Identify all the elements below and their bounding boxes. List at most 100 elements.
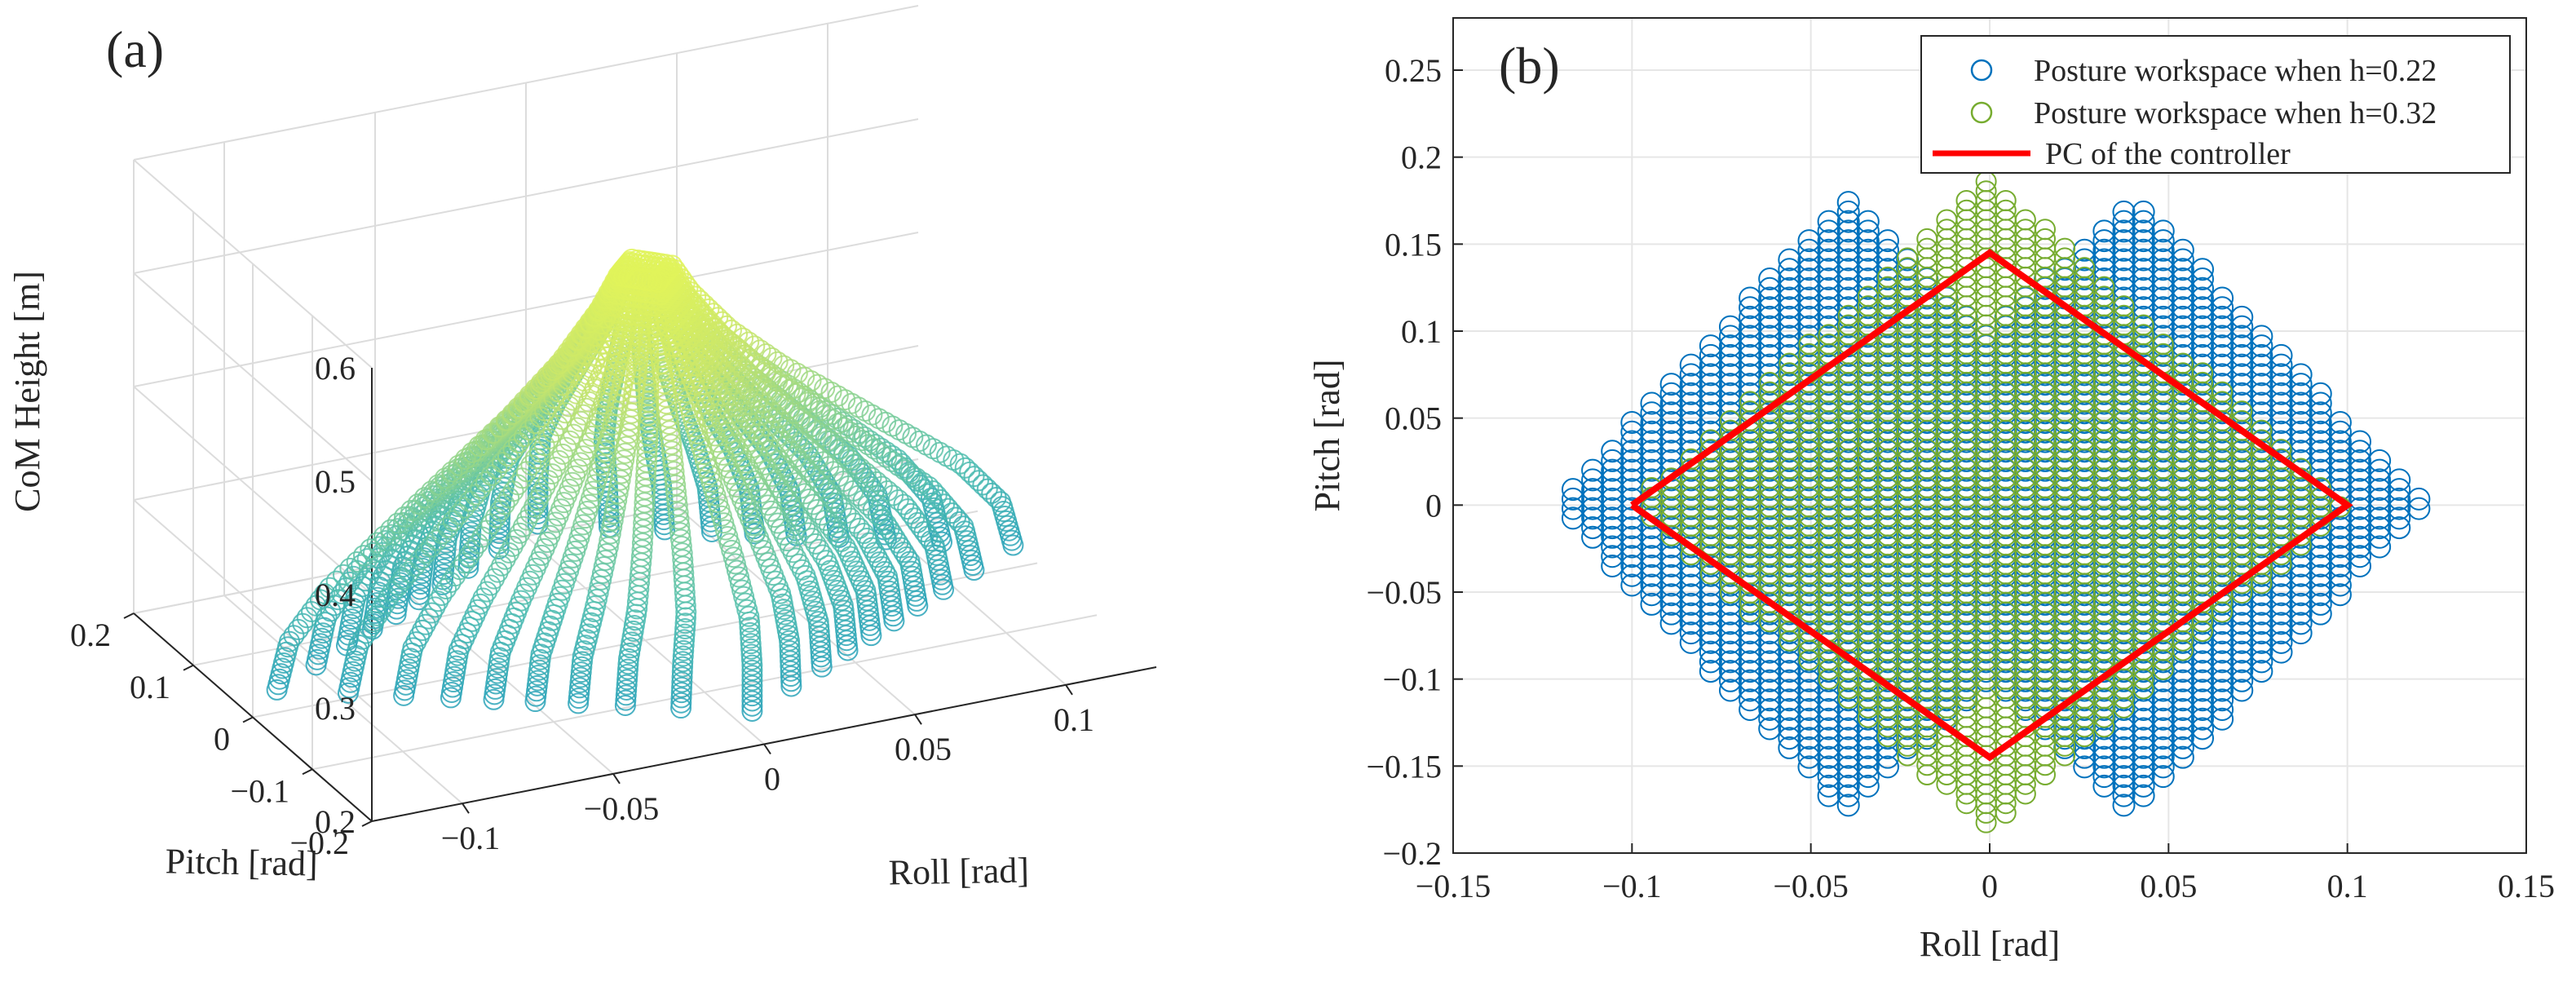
- point-h022: [1679, 573, 1703, 597]
- point-h022: [2348, 506, 2372, 530]
- surface-point: [655, 386, 677, 408]
- surface-point: [750, 482, 772, 504]
- point-h022: [1797, 296, 1821, 320]
- surface-point: [659, 257, 681, 279]
- surface-point: [741, 674, 763, 696]
- point-h022: [2112, 248, 2136, 272]
- point-h022: [2151, 305, 2175, 329]
- point-h022: [2269, 391, 2293, 415]
- point-h022: [1601, 458, 1624, 482]
- point-h022: [1778, 669, 1801, 692]
- surface-point: [672, 645, 694, 667]
- point-h022: [2112, 219, 2136, 243]
- grid-wall-z-right: [133, 5, 919, 161]
- surface-point: [615, 684, 637, 706]
- point-h022: [2289, 382, 2313, 405]
- point-h022: [1640, 401, 1664, 425]
- point-h022: [1778, 248, 1801, 272]
- surface-point: [453, 497, 475, 519]
- surface-point: [672, 651, 694, 673]
- point-h022: [2191, 258, 2215, 281]
- point-h022: [1739, 669, 1762, 692]
- point-h022: [1836, 229, 1860, 253]
- point-h022: [2250, 325, 2273, 348]
- surface-point: [527, 513, 549, 535]
- point-h022: [2171, 717, 2194, 741]
- surface-point: [780, 494, 802, 516]
- point-h022: [2132, 765, 2155, 789]
- point-h022: [1758, 698, 1782, 721]
- surface-point: [954, 457, 976, 479]
- surface-point: [839, 421, 861, 443]
- surface-point: [614, 694, 636, 716]
- surface-point: [912, 479, 935, 501]
- point-h022: [1699, 343, 1722, 367]
- surface-point: [789, 553, 811, 575]
- grid-wall-z-left: [133, 159, 373, 369]
- point-h022: [1659, 612, 1683, 635]
- point-h022: [1561, 478, 1584, 502]
- point-h022: [2171, 727, 2194, 750]
- point-h022: [1758, 669, 1782, 692]
- point-h022: [1797, 688, 1821, 712]
- point-h022: [1620, 525, 1644, 549]
- point-h022: [2112, 268, 2136, 290]
- point-h022: [1778, 258, 1801, 281]
- point-h022: [1758, 315, 1782, 338]
- surface-point: [655, 262, 677, 284]
- surface-point: [656, 260, 678, 282]
- surface-point: [488, 416, 510, 438]
- surface-point: [380, 519, 402, 541]
- point-h022: [1679, 420, 1703, 444]
- point-h022: [1836, 755, 1860, 779]
- point-h022: [2211, 305, 2234, 329]
- point-h022: [2112, 784, 2136, 807]
- point-h022: [1699, 353, 1722, 377]
- point-h022: [2151, 248, 2175, 272]
- surface-point: [427, 590, 449, 612]
- point-h022: [1699, 640, 1722, 664]
- point-h022: [2092, 219, 2116, 243]
- point-h022: [2171, 315, 2194, 338]
- point-h022: [1836, 210, 1860, 233]
- surface-point: [536, 365, 558, 387]
- point-h022: [1581, 525, 1605, 549]
- point-h022: [2132, 210, 2155, 233]
- point-h022: [2328, 525, 2352, 549]
- surface-point: [806, 499, 828, 521]
- point-h022: [2191, 268, 2215, 290]
- surface-point: [607, 265, 629, 287]
- surface-point: [468, 435, 490, 457]
- point-h022: [1758, 343, 1782, 367]
- surface-point: [912, 471, 934, 493]
- surface-point: [405, 631, 427, 653]
- point-h022: [1797, 698, 1821, 721]
- point-h022: [1640, 458, 1664, 482]
- surface-point: [798, 522, 820, 544]
- point-h022: [2151, 229, 2175, 253]
- surface-point: [352, 545, 374, 567]
- point-h022: [1856, 229, 1880, 253]
- point-h022: [2269, 583, 2293, 607]
- grid-wall-z-left: [133, 272, 373, 482]
- surface-point: [498, 542, 520, 564]
- surface-point: [616, 679, 638, 701]
- point-h022: [2328, 420, 2352, 444]
- point-h022: [2112, 200, 2136, 223]
- point-h022: [1758, 276, 1782, 300]
- point-h022: [2328, 440, 2352, 463]
- surface-point: [373, 525, 395, 547]
- point-h022: [1561, 487, 1584, 511]
- point-h022: [2328, 458, 2352, 482]
- surface-point: [616, 436, 638, 458]
- surface-point: [601, 516, 623, 538]
- point-h022: [1640, 449, 1664, 472]
- point-h022: [2328, 535, 2352, 559]
- surface-point: [740, 643, 762, 665]
- point-h022: [1659, 411, 1683, 434]
- surface-point: [571, 656, 593, 678]
- point-h022: [2348, 545, 2372, 568]
- point-h022: [1856, 248, 1880, 272]
- point-h022: [1817, 238, 1840, 262]
